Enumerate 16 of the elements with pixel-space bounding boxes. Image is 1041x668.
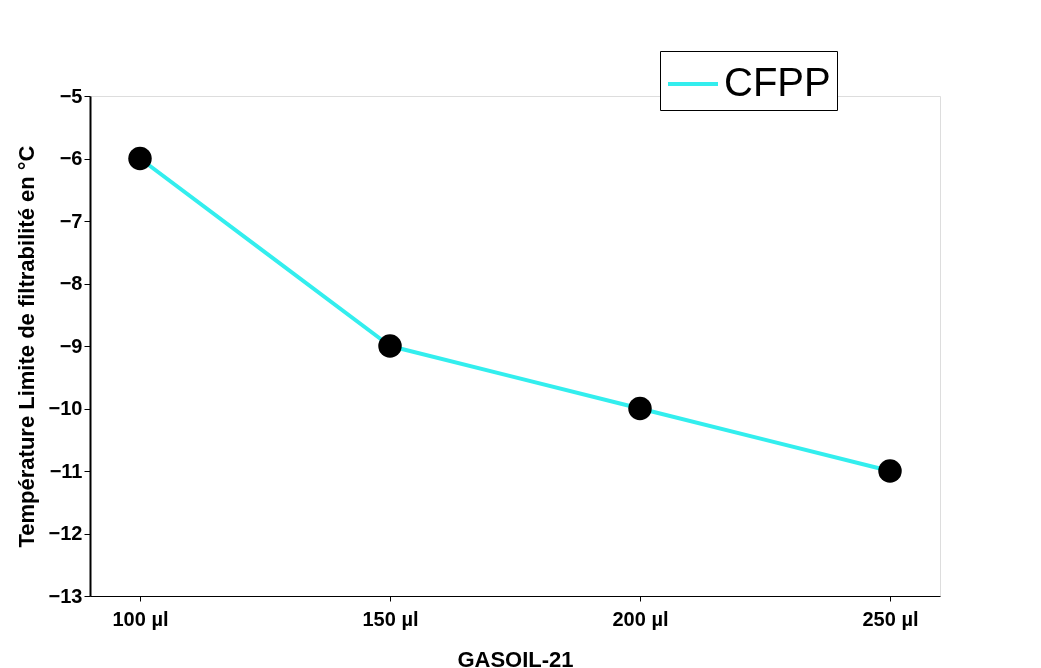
x-tick-label: 100 µl xyxy=(112,607,169,630)
y-tick-label: −9 xyxy=(59,334,83,357)
x-axis-title: GASOIL-21 xyxy=(457,646,574,668)
y-tick-label: −10 xyxy=(48,397,83,419)
x-tick-label: 150 µl xyxy=(362,607,419,630)
y-tick-label: −11 xyxy=(49,459,83,482)
y-tick-label: −8 xyxy=(59,272,83,294)
y-tick-label: −6 xyxy=(59,147,83,169)
x-tick-label: 200 µl xyxy=(612,607,669,630)
legend-label: CFPP xyxy=(724,60,831,104)
y-axis-title: Température Limite de filtrabilité en °C xyxy=(13,145,39,548)
y-tick-label: −5 xyxy=(59,84,83,107)
y-tick-label: −7 xyxy=(59,209,83,232)
y-tick-label: −13 xyxy=(48,584,83,607)
y-tick-label: −12 xyxy=(48,522,83,544)
x-tick-label: 250 µl xyxy=(862,607,919,630)
